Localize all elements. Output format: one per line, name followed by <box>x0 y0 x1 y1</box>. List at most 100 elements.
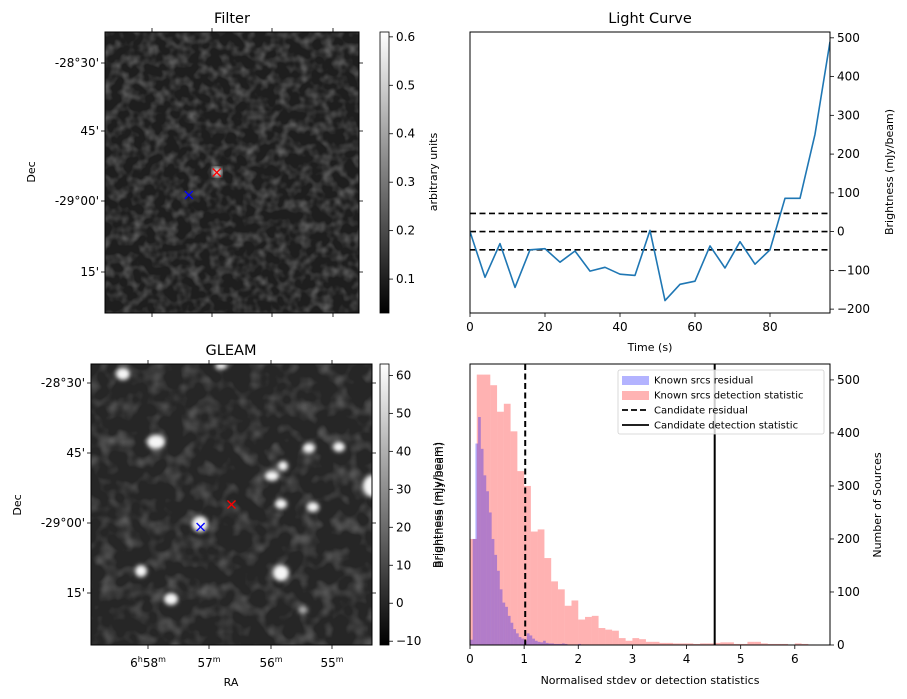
hist-bar <box>497 411 504 645</box>
known-source-marker-stroke <box>184 190 194 200</box>
hist-bar <box>517 471 525 645</box>
ra-tick-label: 56m <box>259 655 282 670</box>
hist-bar <box>564 643 568 645</box>
filter-colorbar-label: arbitrary units <box>427 133 440 212</box>
colorbar-tick-label: 20 <box>396 520 411 534</box>
legend-label: Candidate residual <box>654 406 748 417</box>
known-source-marker <box>184 190 194 200</box>
hist-bar <box>510 622 514 645</box>
gleam-panel: GLEAM -28°30' <box>11 343 444 689</box>
hist-bar <box>507 615 511 645</box>
lc-xtick-label: 80 <box>762 320 777 334</box>
hist-bar <box>499 589 503 645</box>
hist-bar <box>612 630 619 645</box>
filter-colorbar <box>379 31 390 314</box>
lc-ytick-label: −200 <box>837 302 870 316</box>
candidate-marker-stroke <box>212 168 222 177</box>
hist-bar <box>632 638 640 645</box>
hist-bar <box>491 538 495 645</box>
filter-title: Filter <box>214 11 250 27</box>
dec-tick-label: -29°00' <box>41 516 85 530</box>
hist-bar <box>693 643 701 645</box>
hist-ylabel-right: Number of Sources <box>871 452 884 558</box>
hist-bar <box>754 641 761 645</box>
hist-bar <box>686 643 694 645</box>
dec-tick-label: -28°30' <box>55 56 99 70</box>
hist-bar <box>562 643 565 645</box>
hist-bar <box>794 643 802 645</box>
hist-bar <box>526 633 530 645</box>
hist-bar <box>760 643 768 645</box>
hist-bar <box>557 589 565 645</box>
gleam-colorbar <box>379 363 390 646</box>
lc-ytick-label: 200 <box>837 147 860 161</box>
hist-bar <box>480 448 484 645</box>
legend-label: Known srcs detection statistic <box>654 391 803 402</box>
hist-bar <box>470 639 473 645</box>
hist-bar <box>505 606 508 645</box>
dec-tick-label: -28°30' <box>41 376 85 390</box>
hist-ytick-label: 200 <box>837 532 860 546</box>
hist-bar <box>518 637 522 645</box>
hist-ytick-label: 500 <box>837 373 860 387</box>
hist-bar <box>625 640 633 645</box>
hist-bar <box>486 491 489 645</box>
hist-bar <box>537 641 541 645</box>
dec-tick-label: -29°00' <box>55 194 99 208</box>
hist-bar <box>571 600 579 645</box>
hist-xtick-label: 4 <box>683 652 691 666</box>
legend-label: Known srcs residual <box>654 376 753 387</box>
hist-bar <box>472 538 476 645</box>
hist-bar <box>513 629 517 645</box>
lc-xlabel: Time (s) <box>627 341 673 354</box>
legend-swatch <box>622 391 649 400</box>
hist-bar <box>534 640 538 645</box>
hist-bar <box>483 374 491 645</box>
hist-bar <box>720 642 728 645</box>
hist-bar <box>598 628 606 645</box>
hist-bar <box>510 431 518 645</box>
hist-xtick-label: 5 <box>737 652 745 666</box>
dec-tick-label: 15' <box>66 586 85 600</box>
known-source-marker-stroke <box>196 522 206 532</box>
lc-ytick-label: 500 <box>837 31 860 45</box>
histogram-panel: 0 1 2 3 4 5 6 0 100 200 300 400 500 Normalised stde… <box>433 363 884 687</box>
hist-ytick-label: 0 <box>837 638 845 652</box>
colorbar-tick-label: 0 <box>396 596 404 610</box>
filter-noise <box>105 32 359 313</box>
legend-label: Candidate detection statistic <box>654 421 798 432</box>
filter-ylabel: Dec <box>25 161 38 182</box>
hist-bar <box>801 643 809 645</box>
gleam-frame <box>90 363 373 646</box>
colorbar-tick-label: 10 <box>396 558 411 572</box>
ra-tick-label: 6h58m <box>130 655 166 670</box>
dec-tick-label: 45' <box>66 446 85 460</box>
lc-ytick-label: −100 <box>837 263 870 277</box>
hist-bar <box>544 558 552 645</box>
lc-xtick-label: 40 <box>612 320 627 334</box>
hist-bar <box>475 443 479 645</box>
hist-bar <box>483 475 487 645</box>
light-curve-line <box>470 41 830 302</box>
hist-bar <box>478 417 481 645</box>
colorbar-tick-label: 0.1 <box>396 272 415 286</box>
hist-bar <box>618 638 626 645</box>
hist-bar <box>747 641 755 645</box>
gleam-xlabel: RA <box>224 676 239 689</box>
dec-tick-label: 15' <box>80 265 99 279</box>
hist-bar <box>545 642 549 645</box>
hist-bar <box>605 629 613 645</box>
hist-bar <box>553 643 557 645</box>
hist-bar <box>585 616 592 645</box>
hist-bar <box>548 643 552 645</box>
gleam-title: GLEAM <box>206 343 257 359</box>
hist-bar <box>733 643 741 645</box>
hist-bar <box>740 643 748 645</box>
legend-box <box>617 369 825 435</box>
hist-bar <box>551 643 554 645</box>
hist-bar <box>700 643 707 645</box>
hist-bar <box>521 638 525 645</box>
colorbar-tick-label: 0.4 <box>396 127 415 141</box>
filter-panel: Filter -28°30' 45' -29°00' 15' Dec 0.1 0.2 0.… <box>25 11 440 317</box>
known-source-marker <box>196 522 206 532</box>
